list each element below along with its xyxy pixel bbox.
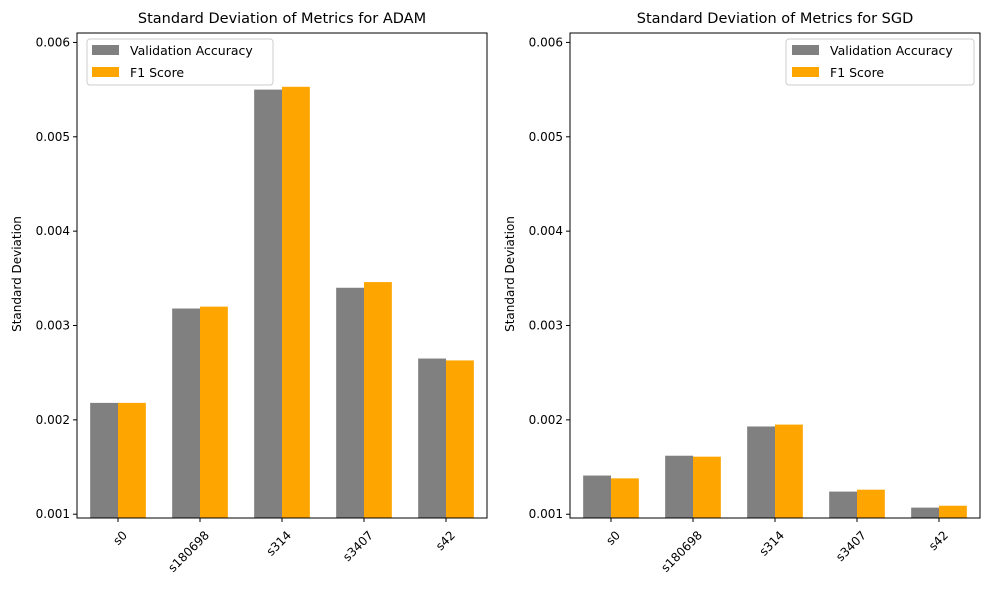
legend-box [86,38,274,86]
legend-box [785,38,975,86]
bar-validation-accuracy-s314 [254,89,282,519]
bar-validation-accuracy-s42 [911,507,939,518]
bar-validation-accuracy-s314 [747,426,775,518]
y-axis-label: Standard Deviation [10,216,24,332]
bar-f1-score-s42 [939,505,967,518]
y-tick-label: 0.006 [36,35,70,49]
chart-sgd: Standard Deviation of Metrics for SGD St… [503,11,981,575]
y-tick-label: 0.004 [529,224,563,238]
plot-frame [76,32,488,519]
bar-validation-accuracy-s3407 [829,491,857,518]
bar-f1-score-s0 [611,478,639,518]
legend-swatch-f1-score [792,67,819,77]
bars [90,86,474,519]
legend: Validation Accuracy F1 Score [86,38,274,86]
y-tick-label: 0.006 [529,35,563,49]
y-axis-label: Standard Deviation [503,216,517,332]
bars [583,424,967,518]
y-tick-label: 0.003 [36,319,70,333]
legend-label-f1-score: F1 Score [130,65,184,80]
bar-f1-score-s0 [118,402,146,518]
y-tick-label: 0.001 [529,507,563,521]
y-ticks: 0.001 0.002 0.003 0.004 0.005 0.006 [529,35,570,521]
y-tick-label: 0.003 [529,319,563,333]
y-ticks: 0.001 0.002 0.003 0.004 0.005 0.006 [36,35,77,521]
legend-label-f1-score: F1 Score [830,65,884,80]
bar-validation-accuracy-s42 [418,358,446,518]
y-tick-label: 0.005 [36,130,70,144]
chart-adam: Standard Deviation of Metrics for ADAM S… [10,11,488,575]
chart-title: Standard Deviation of Metrics for ADAM [138,11,426,27]
y-tick-label: 0.005 [529,130,563,144]
bar-validation-accuracy-s0 [90,402,118,518]
y-tick-label: 0.001 [36,507,70,521]
bar-f1-score-s42 [446,360,474,518]
bar-f1-score-s314 [775,424,803,518]
y-tick-label: 0.004 [36,224,70,238]
legend-label-validation-accuracy: Validation Accuracy [130,43,253,58]
bar-f1-score-s3407 [857,489,885,518]
bar-f1-score-s180698 [200,306,228,518]
legend-swatch-validation-accuracy [792,45,819,55]
bar-f1-score-s180698 [693,456,721,518]
bar-validation-accuracy-s0 [583,475,611,518]
chart-title: Standard Deviation of Metrics for SGD [637,11,914,27]
legend-swatch-f1-score [92,67,119,77]
bar-f1-score-s3407 [364,282,392,518]
plot-frame [569,32,981,519]
bar-validation-accuracy-s180698 [665,455,693,518]
legend-swatch-validation-accuracy [92,45,119,55]
bar-f1-score-s314 [282,86,310,518]
bar-validation-accuracy-s180698 [172,308,200,518]
legend: Validation Accuracy F1 Score [785,38,975,86]
legend-label-validation-accuracy: Validation Accuracy [830,43,953,58]
bar-validation-accuracy-s3407 [336,287,364,518]
y-tick-label: 0.002 [36,413,70,427]
y-tick-label: 0.002 [529,413,563,427]
